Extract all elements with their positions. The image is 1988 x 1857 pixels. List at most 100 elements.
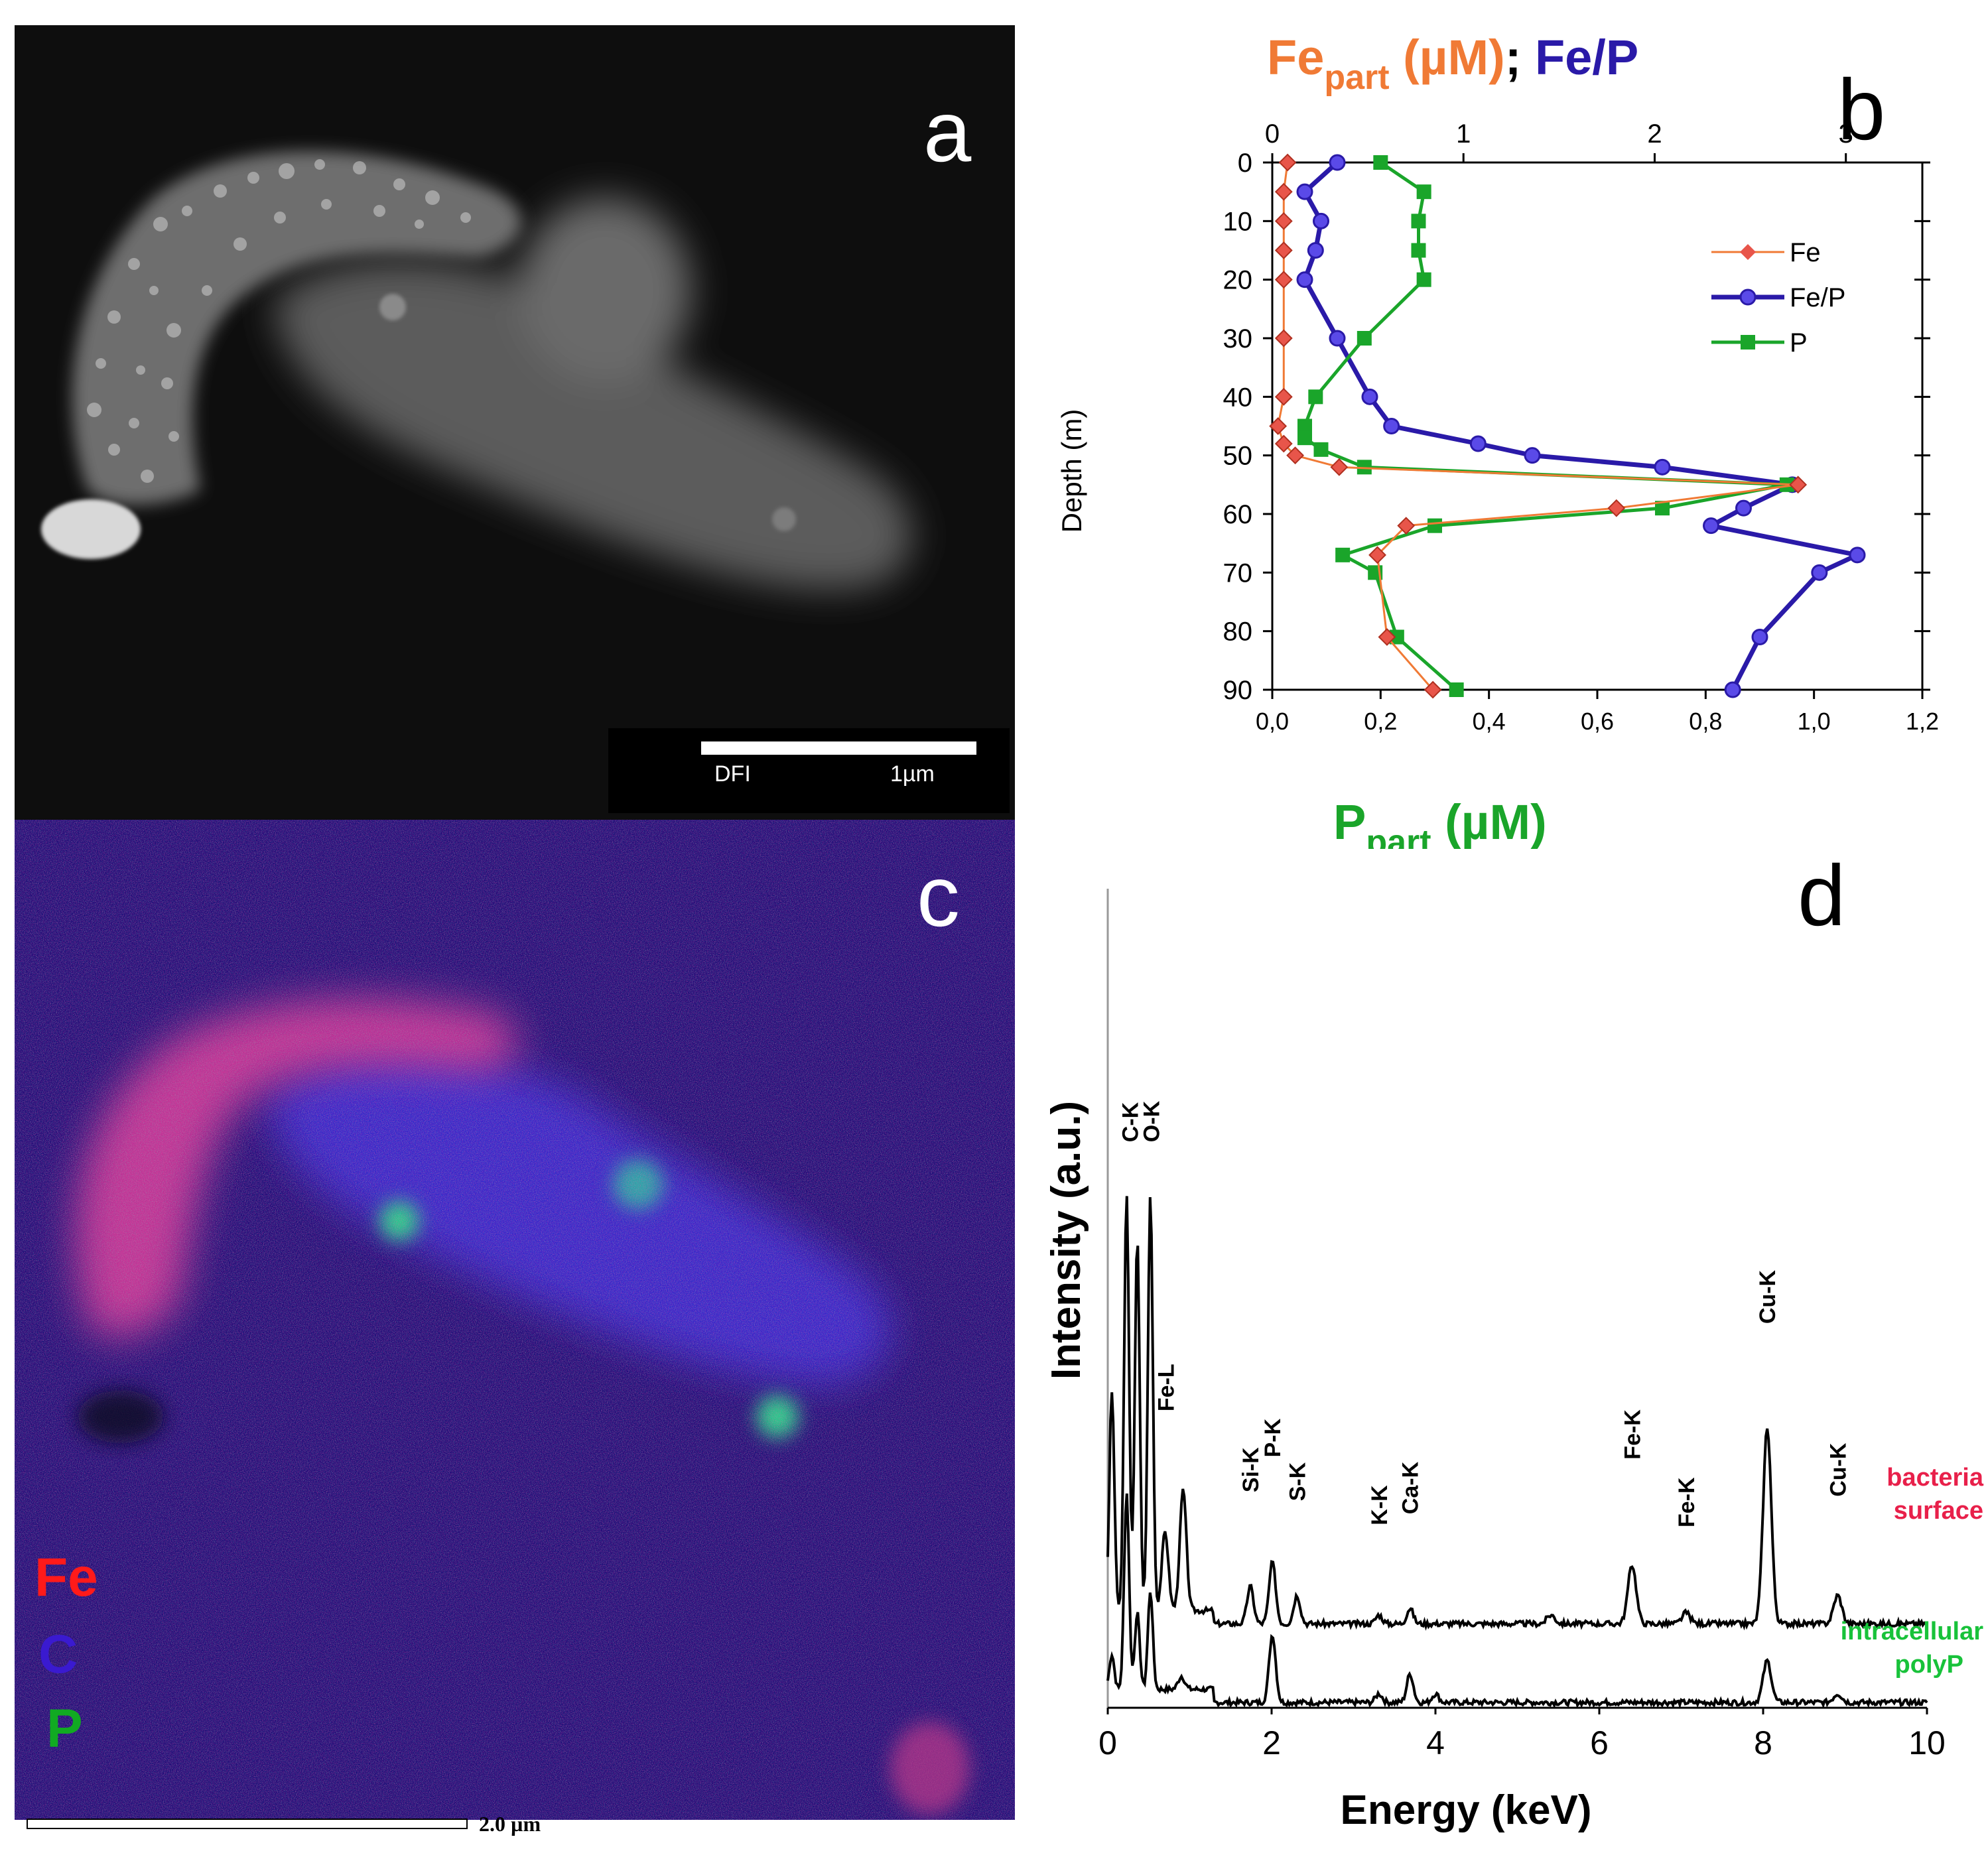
scalebar-c (27, 1819, 468, 1829)
point-fe-p (1296, 271, 1313, 288)
peak-label: Fe-K (1620, 1409, 1645, 1460)
point-fe-p (1307, 242, 1324, 259)
legend-label: P (1790, 328, 1808, 357)
point-fe-p (1735, 499, 1752, 517)
svg-text:Fepart (µM); Fe/P: Fepart (µM); Fe/P (1267, 30, 1638, 97)
panel-letter-d: d (1798, 847, 1845, 944)
peak-label: C-K (1118, 1102, 1143, 1142)
point-fe (1274, 329, 1293, 348)
x-tick-label: 6 (1590, 1724, 1609, 1761)
point-p (1449, 682, 1464, 697)
bacteria-surface-label-line1: bacteria (1887, 1464, 1984, 1492)
point-p (1389, 629, 1404, 645)
legend-marker (1739, 288, 1756, 306)
x-bottom-tick-label: 0,4 (1473, 708, 1506, 735)
granular-arm (72, 151, 521, 505)
x-bottom-tick-label: 0,8 (1689, 708, 1722, 735)
intensity-axis-label: Intensity (a.u.) (1043, 1101, 1089, 1379)
point-fe-p (1329, 154, 1346, 171)
y-tick-label: 60 (1223, 500, 1253, 529)
granules (87, 159, 471, 483)
point-fe (1274, 387, 1293, 406)
legend-p-label: P (46, 1698, 83, 1759)
y-tick-label: 20 (1223, 266, 1253, 295)
intracellular-label-line1: intracellular (1841, 1618, 1984, 1645)
point-p (1297, 418, 1312, 434)
top-title-ratio: Fe/P (1535, 30, 1638, 85)
y-tick-label: 30 (1223, 324, 1253, 353)
point-fe (1378, 628, 1396, 646)
top-title-fe-sub: part (1324, 58, 1389, 97)
bright-particle (41, 499, 141, 559)
y-tick-label: 0 (1238, 149, 1252, 178)
x-tick-label: 2 (1262, 1724, 1281, 1761)
point-fe-p (1469, 435, 1487, 452)
legend-label: Fe/P (1790, 283, 1845, 312)
point-p (1427, 518, 1442, 533)
spectrum-bacteria-surface (1106, 1196, 1928, 1631)
peak-label: Si-K (1238, 1447, 1264, 1492)
point-fe-p (1724, 681, 1741, 698)
legend-c-label: C (38, 1624, 78, 1685)
peak-label: Fe-L (1154, 1364, 1179, 1411)
edx-map (15, 820, 1015, 1820)
cell-body (273, 198, 912, 590)
point-p (1357, 331, 1372, 346)
point-p (1411, 243, 1426, 258)
point-fe (1368, 546, 1386, 564)
point-fe (1278, 153, 1297, 172)
point-fe (1274, 212, 1293, 230)
peak-label: K-K (1367, 1485, 1392, 1525)
edx-spectrum-chart: d 0 2 4 6 8 10 C-K O-K Fe-L Si-K P-K S-K K-K Ca-K Fe-… (1022, 829, 1988, 1854)
point-p (1373, 155, 1388, 170)
point-fe-p (1703, 517, 1719, 535)
bottom-title-p-unit: (µM) (1431, 795, 1547, 849)
point-fe (1269, 417, 1288, 435)
x-bottom-tick-label: 0,2 (1364, 708, 1397, 735)
point-p (1411, 214, 1426, 229)
point-fe (1607, 499, 1626, 517)
point-fe-p (1849, 546, 1866, 564)
point-p (1313, 442, 1329, 457)
stem-image-panel: a DFI 1µm (15, 25, 1015, 820)
point-fe-p (1524, 447, 1541, 464)
y-tick-label: 40 (1223, 383, 1253, 412)
point-fe (1274, 271, 1293, 289)
top-title-sep: ; (1505, 30, 1535, 85)
depth-axis-label: Depth (m) (1056, 409, 1087, 533)
legend-marker (1741, 335, 1755, 350)
point-fe-p (1751, 629, 1768, 645)
peak-label: Cu-K (1755, 1269, 1780, 1324)
depth-chart-legend: Fe Fe/P P (1711, 238, 1845, 357)
top-title: Fepart (µM); Fe/P (1267, 30, 1638, 97)
depth-profile-svg: Fepart (µM); Fe/P b 01020304050607080900… (1056, 30, 1939, 862)
point-p (1416, 184, 1431, 200)
spectrum-peak-labels: C-KO-K Fe-L Si-KP-K S-K K-K Ca-K Fe-K Fe-K Cu-K C… (1118, 1100, 1851, 1527)
peak-label: O-K (1139, 1100, 1164, 1142)
series-line-p (1303, 160, 1789, 691)
point-fe-p (1383, 418, 1400, 434)
y-tick-label: 10 (1223, 207, 1253, 236)
legend-marker (1740, 244, 1756, 260)
scalebar-a-left-label: DFI (714, 761, 751, 787)
peak-label: Cu-K (1825, 1442, 1851, 1497)
x-bottom-tick-label: 1,0 (1798, 708, 1831, 735)
point-fe-p (1329, 330, 1346, 347)
point-fe-p (1296, 183, 1313, 200)
series-line-fe (1277, 162, 1800, 690)
point-fe (1286, 446, 1305, 465)
bottom-title: Ppart (µM) (1333, 795, 1547, 862)
svg-text:Ppart (µM): Ppart (µM) (1333, 795, 1547, 849)
bottom-title-p: P (1333, 795, 1366, 849)
scalebar-a-right-label: 1µm (890, 761, 935, 787)
x-top-tick-label: 1 (1456, 119, 1471, 149)
x-bottom-tick-label: 1,2 (1906, 708, 1939, 735)
point-fe-p (1361, 388, 1378, 405)
bacteria-surface-label-line2: surface (1894, 1497, 1983, 1525)
edx-map-panel: c (15, 820, 1015, 1820)
peak-label: P-K (1260, 1418, 1286, 1457)
x-top-tick-label: 2 (1647, 119, 1662, 149)
y-tick-label: 90 (1223, 676, 1253, 705)
x-tick-label: 4 (1426, 1724, 1445, 1761)
x-tick-label: 8 (1754, 1724, 1772, 1761)
